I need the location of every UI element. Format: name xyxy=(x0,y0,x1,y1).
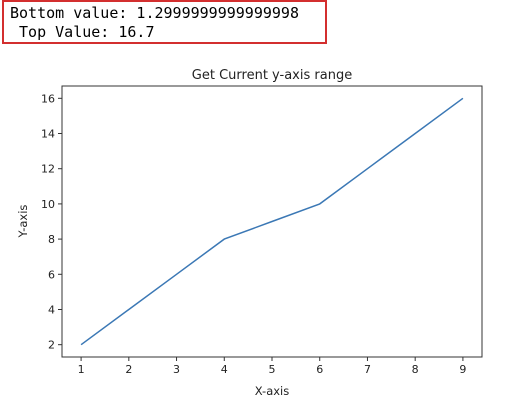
y-tick-label: 2 xyxy=(48,339,55,352)
x-tick-label: 7 xyxy=(364,363,371,376)
x-tick-label: 6 xyxy=(316,363,323,376)
x-tick-label: 4 xyxy=(221,363,228,376)
y-tick-label: 8 xyxy=(48,233,55,246)
x-tick-label: 1 xyxy=(78,363,85,376)
y-axis-label: Y-axis xyxy=(16,205,30,239)
y-tick-label: 10 xyxy=(41,198,55,211)
x-tick-label: 8 xyxy=(412,363,419,376)
y-tick-label: 4 xyxy=(48,303,55,316)
x-tick-label: 9 xyxy=(459,363,466,376)
x-axis-label: X-axis xyxy=(255,384,290,398)
y-tick-label: 6 xyxy=(48,268,55,281)
x-tick-label: 5 xyxy=(269,363,276,376)
x-tick-label: 2 xyxy=(125,363,132,376)
chart-title: Get Current y-axis range xyxy=(192,68,352,83)
y-tick-label: 16 xyxy=(41,92,55,105)
x-tick-label: 3 xyxy=(173,363,180,376)
y-axis-ticks: 2 4 6 8 10 12 14 16 xyxy=(41,92,62,351)
x-axis-ticks: 1 2 3 4 5 6 7 8 9 xyxy=(78,357,467,376)
series-points xyxy=(81,98,463,345)
y-tick-label: 14 xyxy=(41,128,55,141)
y-tick-label: 12 xyxy=(41,163,55,176)
